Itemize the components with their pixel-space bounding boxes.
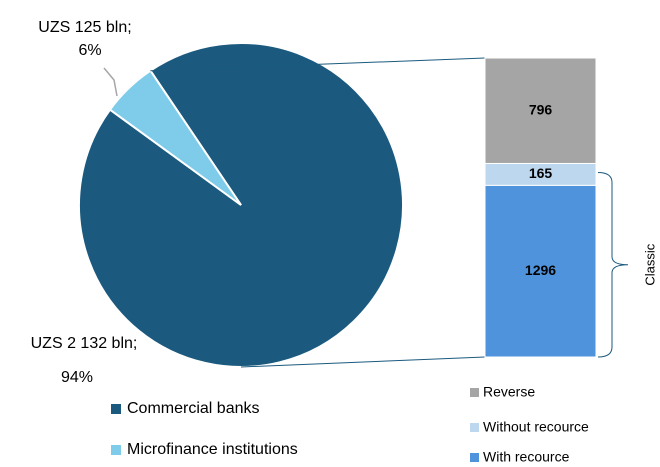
legend-label: Microfinance institutions (127, 441, 298, 458)
legend-swatch (470, 423, 479, 432)
data-label: 94% (61, 369, 93, 386)
bar-segment (484, 57, 597, 164)
legend-label: Commercial banks (127, 400, 259, 417)
legend-label: With recource (483, 449, 570, 465)
data-label: 1296 (525, 262, 556, 278)
data-label: 6% (78, 42, 101, 59)
connector (240, 356, 486, 368)
legend-swatch (470, 388, 479, 397)
data-label: UZS 125 bln; (38, 19, 131, 36)
leader-line (103, 67, 118, 97)
data-label: 796 (529, 101, 553, 117)
connector (150, 57, 486, 72)
data-label: UZS 2 132 bln; (31, 335, 138, 352)
legend-label: Reverse (483, 384, 535, 400)
legend-swatch (470, 453, 479, 462)
pie-slice (108, 69, 242, 206)
data-label: 165 (529, 165, 553, 181)
bracket (597, 171, 629, 358)
legend-label: Without recource (483, 419, 589, 435)
legend-swatch (111, 445, 121, 455)
annotation: Classic (642, 243, 657, 285)
legend-swatch (111, 404, 121, 414)
